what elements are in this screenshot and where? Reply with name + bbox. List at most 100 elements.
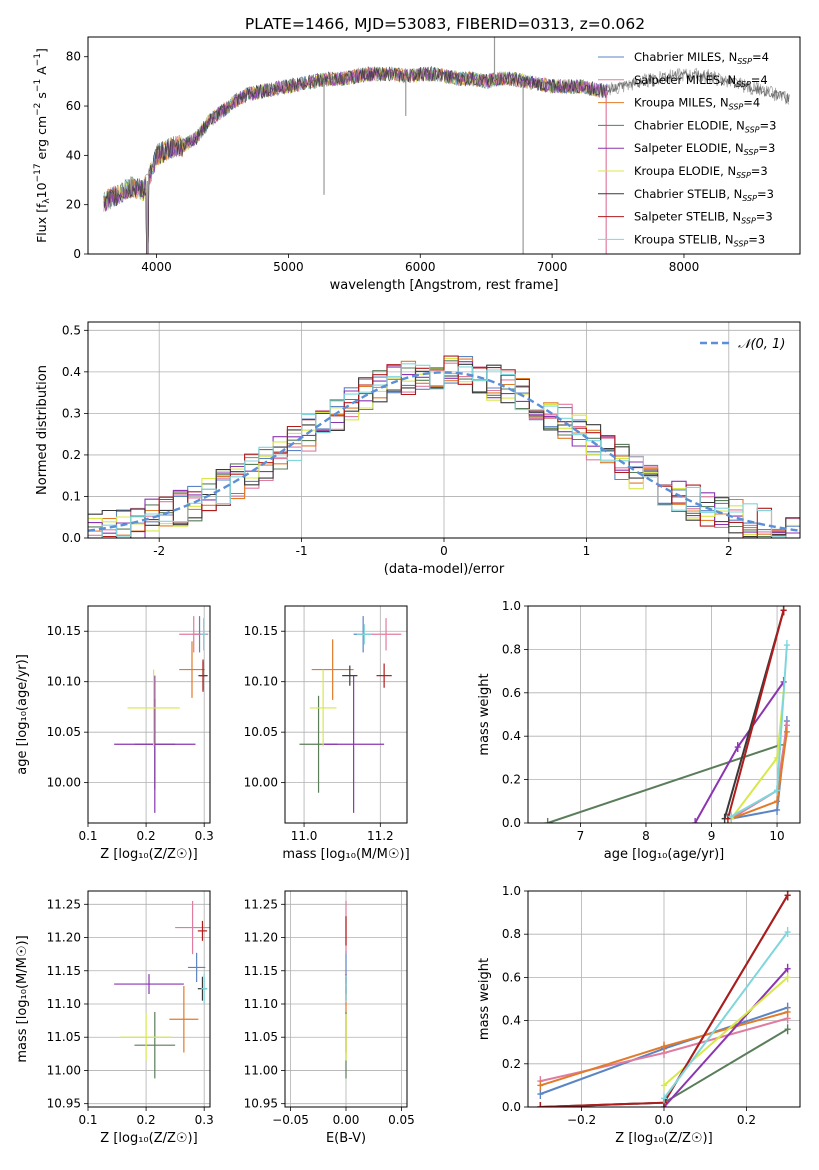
legend-label: Chabrier ELODIE, NSSP=3 [634,118,776,134]
legend-name: Kroupa MILES, N [634,96,729,110]
x-tick-label: 11.0 [291,829,318,843]
y-tick-label: 0.6 [502,686,521,700]
x-axis-label: Z [log₁₀(Z/Z☉)] [100,1131,197,1146]
y-tick-label: 11.00 [244,1063,278,1077]
y-tick-label: 0.5 [62,323,81,337]
legend-label: Kroupa MILES, NSSP=4 [634,96,760,112]
legend-subscript: SSP [736,80,751,89]
panel-residual_hist: -2 -1 0 1 2 0.0 0.1 0.2 0.3 0.4 0.5 (data-model)/er… [35,321,801,577]
series-line-salpeter_elodie [663,968,789,1107]
y-tick-label: 1.0 [502,599,521,613]
x-tick-label: -2 [153,544,165,558]
y-tick-label: 11.00 [47,1063,81,1077]
x-tick-label: 0.2 [137,829,156,843]
series-line-chabrier_elodie [663,1028,789,1104]
y-tick-label: 80 [66,50,81,64]
x-tick-label: 0.2 [737,1113,756,1127]
y-tick-label: 0.4 [62,365,81,379]
series-line-kroupa_stelib [663,931,789,1099]
legend-subscript: SSP [745,125,760,134]
legend-subscript: SSP [736,171,751,180]
x-tick-label: 0.00 [333,1113,360,1127]
panels: 4000 5000 6000 7000 8000020406080wavelength … [15,36,801,1146]
y-tick-label: 0.8 [502,927,521,941]
plot-area [537,891,791,1107]
y-tick-label: 1.0 [502,884,521,898]
legend-subscript: SSP [737,57,752,66]
x-tick-label: 4000 [141,260,172,274]
panel-mass_vs_EBV: −0.05 0.00 0.05 10.95 11.00 11.05 11.10 11.15 11… [244,890,415,1146]
y-tick-label: 11.20 [47,931,81,945]
y-tick-label: 10.00 [244,776,278,790]
y-axis-label: Flux [fλ10−17 erg cm−2 s−1 A−1] [33,48,52,243]
panel-massweight_vs_Z: −0.2 0.0 0.2 0.0 0.2 0.4 0.6 0.8 1.0 Z [log₁₀(Z/Z… [477,884,801,1146]
y-tick-label: 11.10 [47,997,81,1011]
y-tick-label: 10.10 [244,675,278,689]
y-axis-label: age [log₁₀(age/yr)] [15,654,30,775]
y-tick-label: 10.95 [244,1097,278,1111]
y-axis-label: mass weight [477,958,492,1040]
legend-label: Kroupa ELODIE, NSSP=3 [634,164,768,180]
panel-mass_vs_Z: 0.1 0.2 0.3 10.95 11.00 11.05 11.10 11.15 11.20 1… [15,890,214,1146]
y-tick-label: 0.2 [62,448,81,462]
x-axis-label: Z [log₁₀(Z/Z☉)] [100,847,197,862]
y-tick-label: 10.15 [244,624,278,638]
axes-frame [87,36,801,255]
x-tick-label: 8000 [669,260,700,274]
x-axis-label: (data-model)/error [384,562,505,577]
x-tick-label: 0.05 [388,1113,415,1127]
y-tick-label: 11.05 [47,1030,81,1044]
x-tick-label: 0.0 [654,1113,673,1127]
legend-name: Salpeter STELIB, N [634,210,741,224]
y-tick-label: 10.05 [47,725,81,739]
y-tick-label: 11.25 [244,897,278,911]
plot-area [114,616,209,813]
plot-area [544,606,790,823]
y-tick-label: 10.95 [47,1097,81,1111]
y-tick-label: 0.2 [502,1057,521,1071]
legend-label: Salpeter ELODIE, NSSP=3 [634,141,775,157]
x-axis-label: E(B-V) [326,1131,366,1146]
x-tick-label: 0.1 [78,1113,97,1127]
x-tick-label: 7000 [537,260,568,274]
x-tick-label: 11.2 [367,829,394,843]
legend-suffix: =3 [748,232,765,246]
axes-frame [284,605,408,824]
y-tick-label: 0.0 [62,531,81,545]
x-tick-label: 8 [642,829,650,843]
y-tick-label: 10.00 [47,776,81,790]
x-tick-label: 0 [440,544,448,558]
x-tick-label: 10 [769,829,784,843]
x-axis-label: age [log₁₀(age/yr)] [604,847,725,862]
axes-frame [87,605,211,824]
panel-spectrum: 4000 5000 6000 7000 8000 0 20 40 60 80 wavelength … [33,36,801,293]
y-tick-label: 0.0 [502,1100,521,1114]
x-axis-label: mass [log₁₀(M/M☉)] [282,847,409,862]
legend-label: Chabrier MILES, NSSP=4 [634,50,769,66]
legend-label: Kroupa STELIB, NSSP=3 [634,232,765,248]
legend-suffix: =4 [743,96,760,110]
y-tick-label: 0.3 [62,406,81,420]
legend-name: Chabrier ELODIE, N [634,118,745,132]
legend-subscript: SSP [729,103,744,112]
x-tick-label: −0.05 [272,1113,309,1127]
y-tick-label: 10.15 [47,624,81,638]
y-axis-label: Normed distribution [35,365,50,495]
panel-massweight_vs_age: 7 8 9 10 0.0 0.2 0.4 0.6 0.8 1.0 age [log₁₀(age/yr… [477,599,801,862]
y-axis-label: mass [log₁₀(M/M☉)] [15,935,30,1062]
hist-step-salpeter_stelib [88,355,800,538]
legend-suffix: =4 [751,73,768,87]
legend-suffix: =3 [757,187,774,201]
legend-name: Kroupa ELODIE, N [634,164,736,178]
legend-suffix: =3 [760,118,777,132]
figure-title: PLATE=1466, MJD=53083, FIBERID=0313, z=0… [245,15,645,33]
plot-area [114,900,210,1079]
legend-subscript: SSP [741,217,756,226]
series-line-salpeter_stelib [726,610,785,819]
legend-label: Chabrier STELIB, NSSP=3 [634,187,774,203]
y-tick-label: 20 [66,198,81,212]
x-tick-label: 0.2 [137,1113,156,1127]
y-tick-label: 10.10 [47,675,81,689]
